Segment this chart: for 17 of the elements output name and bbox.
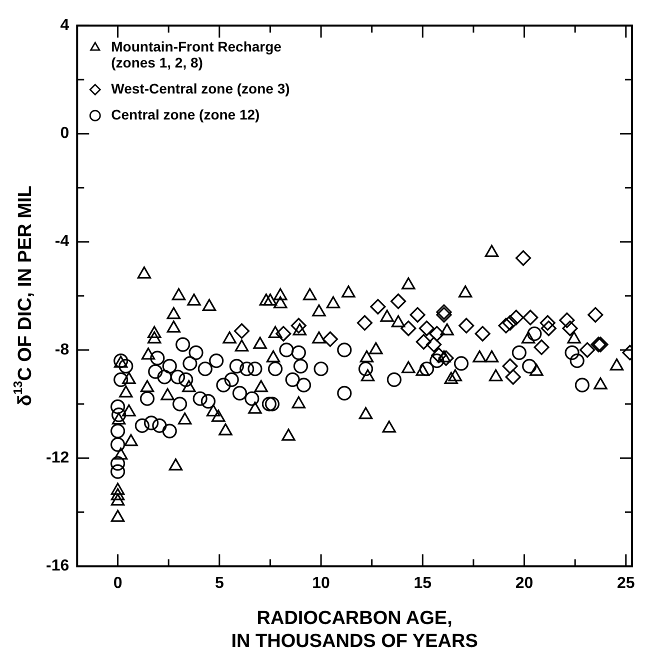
y-axis-title: δ13C OF DIC, IN PER MIL (10, 185, 36, 406)
x-tick-label: 0 (113, 575, 122, 592)
y-tick-label: -16 (46, 558, 70, 575)
x-tick-label: 25 (617, 575, 635, 592)
y-tick-label: 0 (60, 125, 70, 142)
x-tick-label: 10 (312, 575, 330, 592)
y-tick-label: 4 (60, 17, 70, 34)
legend-label: Mountain-Front Recharge (zones 1, 2, 8) (111, 38, 282, 70)
x-tick-label: 20 (515, 575, 534, 592)
y-tick-label: -8 (54, 341, 70, 358)
legend-label: Central zone (zone 12) (111, 106, 260, 122)
x-tick-label: 15 (414, 575, 432, 592)
y-tick-label: -4 (54, 233, 70, 250)
x-axis-title: RADIOCARBON AGE, IN THOUSANDS OF YEARS (231, 608, 478, 652)
x-tick-label: 5 (214, 575, 224, 592)
legend-label: West-Central zone (zone 3) (111, 80, 290, 96)
y-tick-label: -12 (46, 449, 70, 466)
